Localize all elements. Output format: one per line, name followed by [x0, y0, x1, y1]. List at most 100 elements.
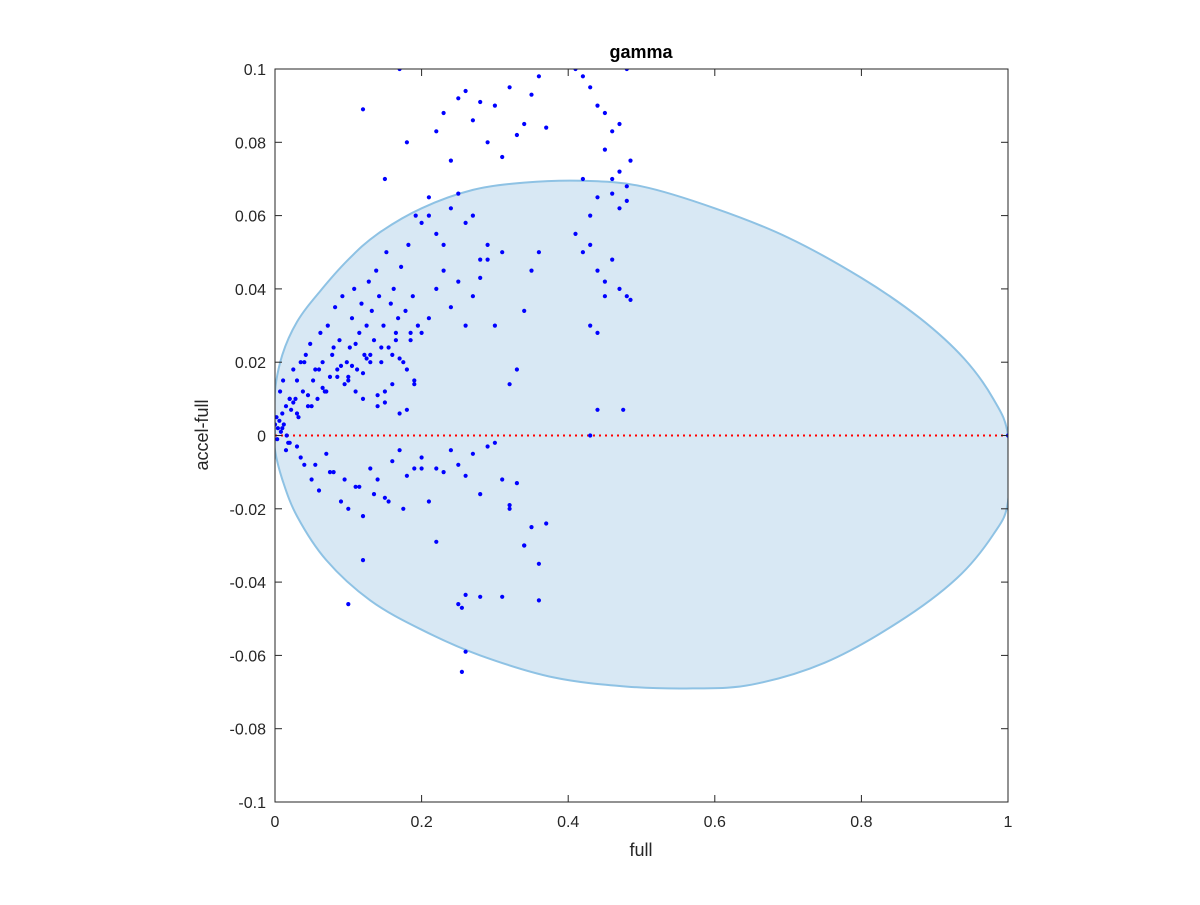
data-point	[610, 257, 615, 262]
data-point	[580, 250, 586, 255]
data-point	[324, 389, 329, 394]
data-point	[309, 477, 314, 482]
data-point	[346, 378, 351, 383]
data-point	[536, 250, 542, 255]
data-point	[335, 374, 340, 379]
data-point	[390, 459, 395, 464]
data-point	[346, 506, 351, 511]
data-point	[315, 396, 320, 401]
data-point	[335, 367, 340, 372]
data-point	[390, 352, 395, 357]
data-point	[448, 206, 453, 211]
data-point	[522, 121, 527, 127]
data-point	[624, 198, 629, 203]
data-point	[522, 543, 527, 548]
data-point	[303, 352, 308, 357]
data-point	[456, 96, 461, 101]
data-point	[342, 477, 347, 482]
data-point	[294, 378, 300, 383]
data-point	[353, 341, 358, 346]
data-point	[403, 308, 408, 313]
data-point	[595, 103, 600, 108]
data-point	[386, 345, 391, 350]
data-point	[287, 440, 292, 445]
data-point	[399, 264, 404, 269]
data-point	[500, 477, 505, 482]
data-point	[595, 268, 600, 273]
data-point	[470, 294, 475, 299]
y-tick-label: 0	[257, 429, 266, 446]
data-point	[360, 558, 366, 563]
data-point	[463, 592, 468, 598]
data-point	[419, 220, 424, 225]
data-point	[302, 360, 307, 365]
data-point	[377, 294, 382, 299]
data-point	[360, 371, 366, 376]
data-point	[448, 305, 453, 310]
data-point	[434, 286, 439, 291]
data-point	[364, 356, 369, 361]
data-point	[485, 140, 490, 145]
data-point	[275, 415, 279, 420]
data-point	[278, 389, 283, 394]
x-tick-label: 0	[271, 814, 280, 831]
data-point	[404, 367, 409, 372]
data-point	[441, 110, 446, 116]
data-point	[349, 316, 355, 321]
data-point	[311, 378, 316, 383]
data-point	[281, 378, 286, 383]
data-point	[382, 389, 387, 394]
data-point	[470, 118, 475, 123]
data-point	[313, 462, 318, 467]
data-point	[401, 360, 406, 365]
data-point	[419, 330, 424, 335]
data-point	[426, 195, 431, 200]
data-point	[391, 286, 396, 291]
data-point	[340, 294, 345, 299]
data-point	[456, 279, 461, 284]
data-point	[434, 231, 439, 236]
data-point	[396, 316, 401, 321]
data-point	[293, 396, 298, 401]
data-point	[413, 213, 418, 218]
data-point	[500, 250, 505, 255]
data-point	[588, 85, 593, 90]
x-tick-label: 0.8	[850, 814, 872, 831]
data-point	[624, 184, 629, 189]
data-point	[602, 110, 608, 116]
data-point	[522, 308, 527, 313]
data-point	[580, 74, 586, 79]
data-point	[352, 286, 357, 291]
data-point	[485, 242, 490, 247]
data-point	[588, 433, 593, 438]
data-point	[360, 107, 366, 112]
data-point	[507, 503, 512, 508]
data-point	[357, 330, 362, 335]
data-point	[364, 323, 369, 328]
data-point	[478, 99, 483, 105]
data-point	[485, 444, 490, 449]
data-point	[298, 360, 303, 365]
data-point	[368, 352, 373, 357]
data-point	[393, 338, 398, 343]
data-point	[289, 407, 294, 412]
data-point	[368, 360, 373, 365]
data-point	[544, 125, 549, 130]
data-point	[349, 363, 355, 368]
data-point	[347, 345, 352, 350]
data-point	[287, 396, 292, 401]
data-point	[459, 605, 464, 610]
data-point	[595, 407, 600, 412]
data-point	[426, 213, 431, 218]
data-point	[408, 338, 413, 343]
data-point	[278, 429, 283, 434]
data-point	[397, 69, 402, 72]
data-point	[617, 206, 622, 211]
data-point	[382, 495, 387, 500]
data-point	[344, 360, 349, 365]
data-point	[331, 470, 336, 475]
data-point	[536, 74, 542, 79]
data-point	[595, 330, 600, 335]
data-point	[492, 440, 497, 445]
